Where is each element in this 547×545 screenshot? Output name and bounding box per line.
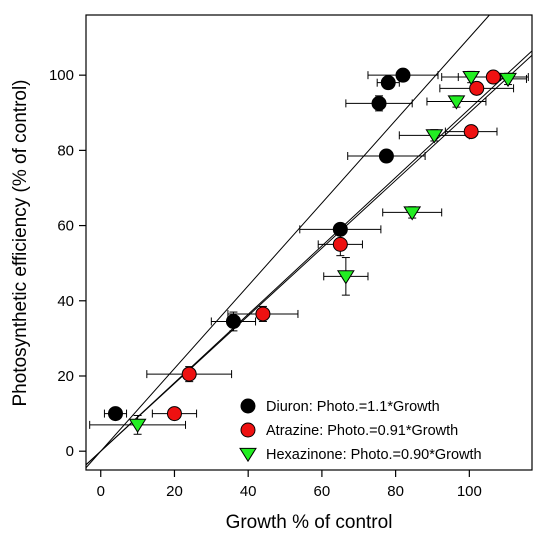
legend-label: Hexazinone: Photo.=0.90*Growth: [266, 447, 482, 463]
y-tick-label: 80: [57, 142, 74, 159]
y-axis-label: Photosynthetic efficiency (% of control): [10, 79, 31, 406]
data-point: [463, 124, 479, 140]
y-tick-label: 20: [57, 368, 74, 385]
data-point: [336, 270, 355, 285]
x-axis: 0 20 40 60 80 100: [97, 470, 482, 500]
y-tick-label: 100: [49, 67, 74, 84]
fit-line: [85, 14, 490, 469]
data-point: [166, 406, 182, 422]
data-point: [181, 366, 197, 382]
data-point: [378, 148, 394, 164]
data-point: [128, 418, 147, 434]
y-tick-label: 40: [57, 293, 74, 310]
legend-marker: [240, 398, 256, 414]
data-point: [425, 129, 444, 144]
y-axis: 0 20 40 60 80 100: [49, 67, 86, 460]
fit-lines: [85, 14, 533, 469]
x-tick-label: 80: [387, 483, 404, 500]
legend-label: Atrazine: Photo.=0.91*Growth: [266, 423, 458, 439]
x-tick-label: 20: [166, 483, 183, 500]
legend: Diuron: Photo.=1.1*Growth Atrazine: Photo…: [239, 398, 482, 463]
data-point: [225, 313, 241, 329]
y-tick-label: 0: [66, 443, 74, 460]
data-point: [107, 406, 123, 422]
error-bars: [89, 69, 529, 435]
y-tick-label: 60: [57, 218, 74, 235]
fit-line: [85, 54, 533, 466]
data-markers: [107, 67, 517, 434]
data-point: [403, 206, 422, 221]
x-tick-label: 60: [314, 483, 331, 500]
data-point: [462, 70, 481, 86]
legend-marker: [239, 447, 257, 463]
data-point: [332, 236, 348, 252]
legend-marker: [240, 422, 256, 438]
data-point: [499, 72, 517, 88]
data-point: [469, 80, 485, 96]
x-axis-label: Growth % of control: [226, 512, 393, 533]
x-tick-label: 0: [97, 483, 105, 500]
data-point: [332, 221, 348, 237]
x-tick-label: 100: [457, 483, 482, 500]
data-point: [380, 75, 396, 91]
data-point: [255, 306, 271, 322]
plot-area-frame: [85, 14, 533, 471]
data-point: [485, 69, 501, 85]
data-point: [371, 95, 387, 111]
data-point: [395, 67, 411, 83]
x-tick-label: 40: [240, 483, 257, 500]
data-point: [447, 95, 466, 110]
legend-label: Diuron: Photo.=1.1*Growth: [266, 399, 440, 415]
